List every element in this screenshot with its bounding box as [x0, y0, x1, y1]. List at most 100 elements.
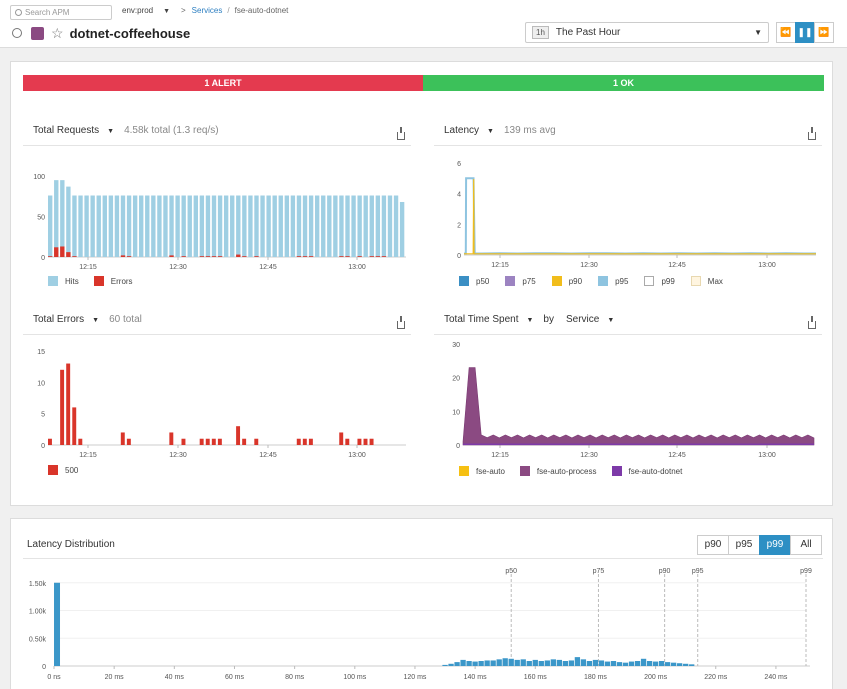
legend-label: Hits — [65, 276, 79, 286]
error-bar — [302, 438, 307, 445]
timespent-title[interactable]: Total Time Spent ▼ by Service ▼ — [444, 314, 624, 325]
histogram-bar — [622, 662, 629, 666]
percentile-label-p95: p95 — [692, 568, 704, 575]
errors-bar — [60, 246, 65, 257]
errors-bar — [66, 252, 71, 257]
histogram-bar — [568, 660, 575, 666]
pause-button[interactable]: ❚❚ — [795, 22, 815, 43]
legend-item-p50[interactable]: p50 — [459, 276, 489, 286]
share-icon[interactable] — [808, 127, 816, 140]
x-tick-label: 13:00 — [758, 262, 776, 269]
legend-item-p99[interactable]: p99 — [644, 276, 675, 286]
legend-label: p99 — [661, 276, 675, 286]
breadcrumb-current: fse-auto-dotnet — [234, 6, 289, 15]
legend-item-hits[interactable]: Hits — [48, 276, 79, 286]
hits-bar — [260, 195, 265, 257]
p95-button[interactable]: p95 — [728, 535, 760, 555]
hits-bar — [193, 195, 198, 257]
hits-bar — [108, 195, 114, 257]
errors-bar — [126, 256, 132, 257]
caret-down-icon: ▼ — [92, 317, 100, 324]
y-tick-label: 0 — [41, 255, 45, 262]
breadcrumb-services-link[interactable]: Services — [191, 6, 223, 15]
requests-title[interactable]: Total Requests ▼ 4.58k total (1.3 req/s) — [33, 125, 219, 136]
alert-status-bar[interactable]: 1 ALERT — [23, 75, 423, 91]
errors-bar — [254, 256, 259, 257]
share-icon[interactable] — [808, 316, 816, 329]
percentile-label-p75: p75 — [593, 568, 605, 575]
requests-chart: 0 50 100 12:15 12:30 12:45 13:00 — [33, 174, 406, 271]
histogram-bar — [448, 663, 454, 666]
y-tick-label: 10 — [37, 380, 45, 387]
timespent-legend: fse-auto fse-auto-process fse-auto-dotne… — [459, 466, 697, 476]
rewind-button[interactable]: ⏪ — [776, 22, 796, 43]
errors-bar — [211, 256, 217, 257]
errors-bar — [181, 256, 186, 257]
legend-item-max[interactable]: Max — [690, 276, 723, 286]
share-icon[interactable] — [397, 127, 405, 140]
timespent-group-selector[interactable]: Service — [565, 314, 600, 325]
fse-auto-process-area — [462, 367, 815, 446]
legend-item-p95[interactable]: p95 — [598, 276, 628, 286]
legend-item-fse-auto-dotnet[interactable]: fse-auto-dotnet — [611, 466, 683, 476]
histogram-bar — [502, 658, 508, 666]
latency-title[interactable]: Latency ▼ 139 ms avg — [444, 125, 556, 136]
legend-item-errors[interactable]: Errors — [93, 276, 133, 286]
error-bar — [357, 438, 362, 445]
service-header: ☆ dotnet-coffeehouse — [12, 24, 190, 42]
histogram-bar — [484, 660, 490, 666]
distribution-chart: 0 0.50k 1.00k 1.50k 0 ns 20 ms 40 ms 60 ms 80 ms… — [29, 568, 812, 681]
hits-bar — [363, 195, 368, 257]
histogram-bar — [580, 659, 587, 666]
histogram-bar — [628, 661, 635, 666]
legend-item-fse-auto-process[interactable]: fse-auto-process — [519, 466, 597, 476]
p90-line — [464, 179, 816, 255]
errors-title[interactable]: Total Errors ▼ 60 total — [33, 314, 142, 325]
x-tick-label: 60 ms — [225, 674, 245, 681]
y-tick-label: 10 — [452, 409, 460, 416]
env-selector[interactable]: env:prod ▼ — [122, 6, 170, 15]
hits-bar — [339, 195, 344, 257]
timeframe-selector[interactable]: 1h The Past Hour ▼ — [525, 22, 769, 43]
caret-down-icon: ▼ — [487, 128, 494, 135]
error-bar — [199, 438, 204, 445]
ok-status-bar[interactable]: 1 OK — [423, 75, 824, 91]
hits-bar — [230, 195, 235, 257]
hits-bar — [84, 195, 89, 257]
x-tick-label: 120 ms — [403, 674, 426, 681]
all-button[interactable]: All — [790, 535, 822, 555]
legend-label: fse-auto-process — [536, 466, 597, 476]
error-bar — [236, 426, 241, 445]
legend-item-p75[interactable]: p75 — [505, 276, 536, 286]
error-bar — [72, 407, 77, 445]
histogram-bar — [466, 661, 472, 666]
p99-button[interactable]: p99 — [759, 535, 791, 555]
legend-item-p90[interactable]: p90 — [551, 276, 582, 286]
search-input[interactable]: Search APM — [10, 5, 112, 20]
histogram-bar — [556, 659, 562, 666]
errors-bar — [169, 255, 174, 257]
error-bar — [296, 438, 301, 445]
hits-bar — [381, 195, 387, 257]
chevron-right-icon: > — [181, 6, 186, 15]
x-tick-label: 12:15 — [79, 264, 97, 271]
hits-bar — [151, 195, 156, 257]
hits-bar — [199, 195, 205, 257]
legend-item-500[interactable]: 500 — [48, 465, 78, 475]
hits-bar — [126, 195, 132, 257]
legend-item-fse-auto[interactable]: fse-auto — [459, 466, 505, 476]
share-icon[interactable] — [397, 316, 405, 329]
error-bar — [254, 438, 259, 445]
hits-bar — [278, 195, 283, 257]
hits-bar — [236, 195, 241, 257]
y-tick-label: 50 — [37, 215, 45, 222]
error-bar — [339, 432, 344, 445]
histogram-bar — [683, 663, 689, 666]
histogram-bar — [658, 661, 665, 666]
legend-label: fse-auto-dotnet — [628, 466, 683, 476]
star-icon[interactable]: ☆ — [51, 25, 64, 41]
hits-bar — [333, 195, 338, 257]
globe-icon[interactable] — [12, 28, 22, 38]
forward-button[interactable]: ⏩ — [814, 22, 834, 43]
p90-button[interactable]: p90 — [697, 535, 729, 555]
